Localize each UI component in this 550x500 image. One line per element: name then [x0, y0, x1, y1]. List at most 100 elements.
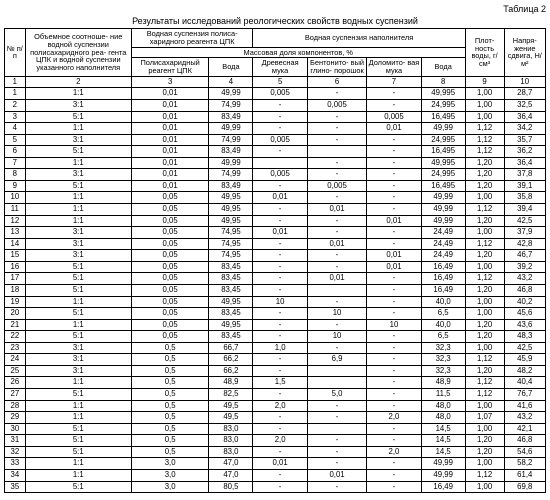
table-cell: 66,2 — [209, 354, 253, 366]
table-cell: 34 — [5, 469, 26, 481]
hdr-water2: Вода — [421, 58, 465, 77]
table-cell: 83,45 — [209, 284, 253, 296]
table-row: 175:10,0583,45-0,01-16,491,1243,2 — [5, 273, 546, 285]
table-cell: 0,01 — [131, 123, 209, 135]
table-cell: 30 — [5, 423, 26, 435]
table-cell: 23 — [5, 342, 26, 354]
table-cell: 0,01 — [253, 192, 307, 204]
table-cell: 74,95 — [209, 238, 253, 250]
table-cell: - — [367, 157, 421, 169]
table-cell: 43,6 — [504, 319, 546, 331]
table-cell: 3,0 — [131, 458, 209, 470]
table-cell: - — [253, 319, 307, 331]
table-cell: 66,7 — [209, 342, 253, 354]
table-cell: 5:1 — [25, 146, 131, 158]
table-cell: - — [367, 238, 421, 250]
table-cell: 0,05 — [131, 273, 209, 285]
table-cell: 24,995 — [421, 99, 465, 111]
table-row: 211:10,0549,95--1040,01,2043,6 — [5, 319, 546, 331]
table-cell: 32,3 — [421, 342, 465, 354]
table-cell: - — [253, 180, 307, 192]
table-cell: 3:1 — [25, 365, 131, 377]
table-cell: 0,5 — [131, 435, 209, 447]
table-cell: 1,00 — [465, 261, 504, 273]
table-cell: 3:1 — [25, 227, 131, 239]
table-cell: - — [307, 227, 367, 239]
table-cell: 1,00 — [465, 458, 504, 470]
table-cell: 49,99 — [421, 458, 465, 470]
table-cell: 5,0 — [307, 389, 367, 401]
col-number: 7 — [367, 76, 421, 88]
table-cell: 1,00 — [465, 227, 504, 239]
table-row: 111:10,0549,95-0,01-49,991,1239,4 — [5, 204, 546, 216]
table-cell: 46,8 — [504, 284, 546, 296]
hdr-stress: Напря- жение сдвига, Н/м² — [504, 29, 546, 77]
table-cell: - — [253, 481, 307, 493]
hdr-poly: Полисахаридный реагент ЦПК — [131, 58, 209, 77]
table-cell: 1:1 — [25, 204, 131, 216]
table-cell: 32 — [5, 446, 26, 458]
table-cell: 36,4 — [504, 111, 546, 123]
table-cell: - — [307, 458, 367, 470]
table-cell: 1:1 — [25, 296, 131, 308]
table-row: 165:10,0583,45--0,0116,491,0039,2 — [5, 261, 546, 273]
table-row: 261:10,548,91,5-48,91,1240,4 — [5, 377, 546, 389]
table-cell: 5:1 — [25, 180, 131, 192]
table-cell: 74,95 — [209, 227, 253, 239]
table-cell: 0,01 — [131, 146, 209, 158]
table-cell: 15 — [5, 250, 26, 262]
table-cell: - — [307, 481, 367, 493]
table-cell: 32,3 — [421, 354, 465, 366]
table-cell: 1,20 — [465, 250, 504, 262]
table-cell: 1,00 — [465, 342, 504, 354]
table-cell: 49,95 — [209, 204, 253, 216]
table-cell: 10 — [307, 308, 367, 320]
table-cell: - — [367, 134, 421, 146]
table-cell: 5:1 — [25, 111, 131, 123]
table-cell: 4 — [5, 123, 26, 135]
table-cell: - — [307, 400, 367, 412]
table-cell: 9 — [5, 180, 26, 192]
table-cell: - — [367, 435, 421, 447]
table-cell: 10 — [367, 319, 421, 331]
table-cell: 5:1 — [25, 389, 131, 401]
table-cell: 39,4 — [504, 204, 546, 216]
col-number: 1 — [5, 76, 26, 88]
table-cell: - — [367, 99, 421, 111]
table-cell: 6,5 — [421, 308, 465, 320]
col-number: 5 — [253, 76, 307, 88]
table-cell: 6 — [5, 146, 26, 158]
table-row: 281:10,549,52,0--48,01,0041,6 — [5, 400, 546, 412]
table-cell: 83,49 — [209, 180, 253, 192]
table-cell: 0,05 — [131, 215, 209, 227]
table-cell: 74,99 — [209, 99, 253, 111]
table-cell: 0,01 — [307, 469, 367, 481]
table-cell: 0,01 — [131, 99, 209, 111]
table-cell: 3,0 — [131, 469, 209, 481]
table-cell: 3:1 — [25, 238, 131, 250]
table-row: 225:10,0583,45-10-6,51,2048,3 — [5, 331, 546, 343]
table-cell: 40,0 — [421, 296, 465, 308]
table-cell: 39,2 — [504, 261, 546, 273]
table-cell: 14 — [5, 238, 26, 250]
table-cell: 0,01 — [307, 204, 367, 216]
table-cell: 49,99 — [421, 192, 465, 204]
table-cell: - — [307, 134, 367, 146]
table-cell: 3:1 — [25, 250, 131, 262]
table-cell: 24,995 — [421, 134, 465, 146]
table-cell: 3 — [5, 111, 26, 123]
table-cell: 40,2 — [504, 296, 546, 308]
table-cell: 1,20 — [465, 365, 504, 377]
table-cell: 0,01 — [131, 88, 209, 100]
table-cell: 1:1 — [25, 123, 131, 135]
table-cell: 16,49 — [421, 261, 465, 273]
table-cell: 1:1 — [25, 192, 131, 204]
hdr-density: Плот- ность воды, г/см³ — [465, 29, 504, 77]
table-cell: 22 — [5, 331, 26, 343]
table-cell: 0,05 — [131, 204, 209, 216]
table-cell: 34,2 — [504, 123, 546, 135]
table-cell: 0,05 — [131, 308, 209, 320]
table-cell: 0,5 — [131, 400, 209, 412]
table-cell: 1:1 — [25, 319, 131, 331]
table-cell: - — [307, 157, 367, 169]
